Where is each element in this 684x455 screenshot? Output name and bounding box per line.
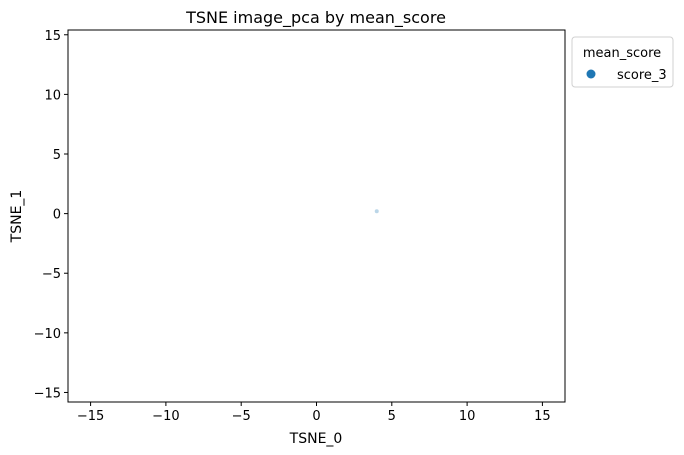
data-points <box>374 209 379 214</box>
x-tick-label: 10 <box>459 409 476 424</box>
y-tick-label: −10 <box>34 327 61 342</box>
y-tick-label: −5 <box>42 267 61 282</box>
y-tick-label: 10 <box>44 88 61 103</box>
y-tick-label: 15 <box>44 29 61 44</box>
y-axis-ticks: −15 −10 −5 0 5 10 15 <box>34 29 68 401</box>
x-tick-label: 5 <box>388 409 396 424</box>
legend: mean_score score_3 <box>571 36 674 88</box>
x-tick-label: 0 <box>312 409 320 424</box>
chart-title: TSNE image_pca by mean_score <box>185 8 446 28</box>
x-tick-label: −15 <box>77 409 104 424</box>
x-tick-label: −10 <box>152 409 179 424</box>
scatter-point <box>374 209 379 214</box>
legend-title: mean_score <box>583 46 661 61</box>
y-tick-label: −15 <box>34 386 61 401</box>
x-axis-label: TSNE_0 <box>289 431 343 447</box>
x-tick-label: −5 <box>232 409 251 424</box>
plot-area <box>67 29 566 403</box>
y-axis-label: TSNE_1 <box>9 190 25 244</box>
legend-frame <box>571 36 674 88</box>
x-tick-label: 15 <box>534 409 551 424</box>
legend-marker <box>586 69 596 79</box>
legend-label: score_3 <box>617 68 667 83</box>
x-axis-ticks: −15 −10 −5 0 5 10 15 <box>77 402 551 424</box>
y-tick-label: 0 <box>53 208 61 223</box>
y-tick-label: 5 <box>53 148 61 163</box>
